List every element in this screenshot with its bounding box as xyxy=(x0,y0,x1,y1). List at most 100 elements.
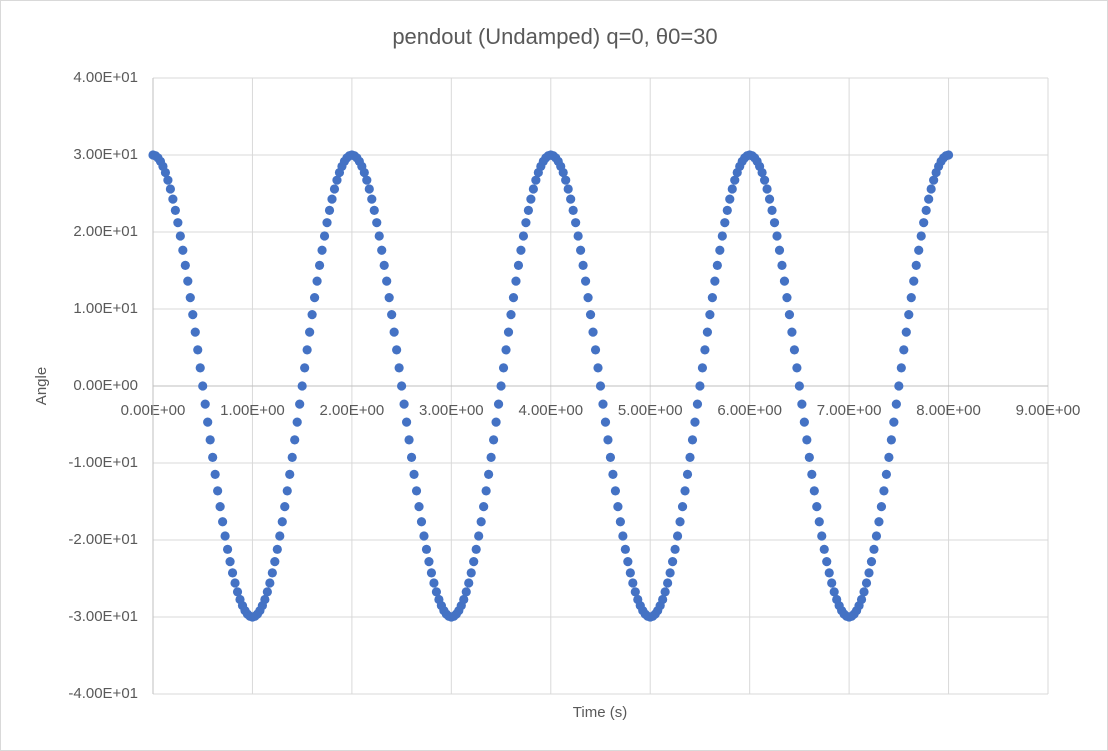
point xyxy=(484,469,494,479)
point xyxy=(493,399,504,409)
y-tick-label: -1.00E+01 xyxy=(68,454,138,471)
point xyxy=(215,502,225,512)
point xyxy=(203,417,213,427)
point xyxy=(322,218,332,228)
point xyxy=(327,194,337,204)
point xyxy=(814,517,824,527)
point xyxy=(822,557,832,567)
point xyxy=(864,568,874,578)
point xyxy=(571,218,581,228)
point xyxy=(471,544,481,554)
point xyxy=(317,245,327,255)
point xyxy=(682,469,693,479)
point xyxy=(168,194,178,204)
point xyxy=(605,452,616,462)
point xyxy=(593,363,603,373)
point xyxy=(695,381,705,391)
point xyxy=(772,231,782,241)
point xyxy=(730,175,740,185)
point xyxy=(498,363,509,373)
point xyxy=(424,557,434,567)
point xyxy=(392,345,402,355)
point xyxy=(809,486,819,496)
point xyxy=(173,218,183,228)
point xyxy=(359,167,369,178)
point xyxy=(521,218,531,228)
point xyxy=(784,310,795,320)
point xyxy=(377,245,387,255)
point xyxy=(486,452,496,462)
point xyxy=(926,184,936,194)
point xyxy=(769,218,780,228)
point xyxy=(583,293,593,303)
point xyxy=(613,502,623,512)
point xyxy=(894,381,904,391)
point xyxy=(374,231,384,241)
point xyxy=(871,531,882,541)
point xyxy=(397,381,407,391)
point xyxy=(762,184,772,194)
x-tick-label: 2.00E+00 xyxy=(320,402,385,419)
point xyxy=(891,399,901,409)
point xyxy=(779,276,790,286)
point xyxy=(615,517,625,527)
point xyxy=(777,260,787,270)
point xyxy=(232,587,243,597)
point xyxy=(528,184,538,194)
point xyxy=(759,175,770,185)
point xyxy=(208,452,218,462)
x-tick-label: 9.00E+00 xyxy=(1016,402,1081,419)
point xyxy=(856,594,867,605)
point xyxy=(379,260,389,270)
point xyxy=(262,587,272,597)
point xyxy=(665,568,675,578)
x-tick-label: 7.00E+00 xyxy=(817,402,882,419)
point xyxy=(414,502,424,512)
point xyxy=(389,327,399,337)
point xyxy=(573,231,583,241)
point xyxy=(275,531,285,541)
point xyxy=(491,417,501,427)
point xyxy=(610,486,621,496)
point xyxy=(585,310,596,320)
point xyxy=(906,293,916,303)
point xyxy=(797,399,807,409)
point xyxy=(722,205,732,215)
point xyxy=(630,587,640,597)
point xyxy=(869,544,879,554)
point xyxy=(382,276,392,286)
point xyxy=(921,205,931,215)
y-tick-label: -2.00E+01 xyxy=(68,531,138,548)
point xyxy=(620,544,630,554)
point xyxy=(195,363,205,373)
x-tick-label: 1.00E+00 xyxy=(220,402,285,419)
point xyxy=(859,587,869,597)
point xyxy=(812,502,822,512)
y-tick-label: 2.00E+01 xyxy=(73,223,138,240)
point xyxy=(807,469,817,479)
point xyxy=(672,531,683,541)
point xyxy=(476,517,486,527)
point xyxy=(332,175,342,185)
point xyxy=(503,327,514,337)
point xyxy=(625,568,635,578)
point xyxy=(165,184,176,194)
point xyxy=(660,587,670,597)
x-tick-label: 8.00E+00 xyxy=(916,402,981,419)
point xyxy=(600,417,611,427)
point xyxy=(511,276,521,286)
point xyxy=(185,293,195,303)
x-axis-title: Time (s) xyxy=(573,704,627,721)
point xyxy=(817,531,827,541)
point xyxy=(200,399,210,409)
point xyxy=(590,345,601,355)
point xyxy=(431,587,442,597)
point xyxy=(272,544,282,554)
point xyxy=(911,260,921,270)
point xyxy=(861,578,872,588)
point xyxy=(399,399,409,409)
point xyxy=(757,167,767,178)
point xyxy=(190,327,200,337)
point xyxy=(774,245,785,255)
